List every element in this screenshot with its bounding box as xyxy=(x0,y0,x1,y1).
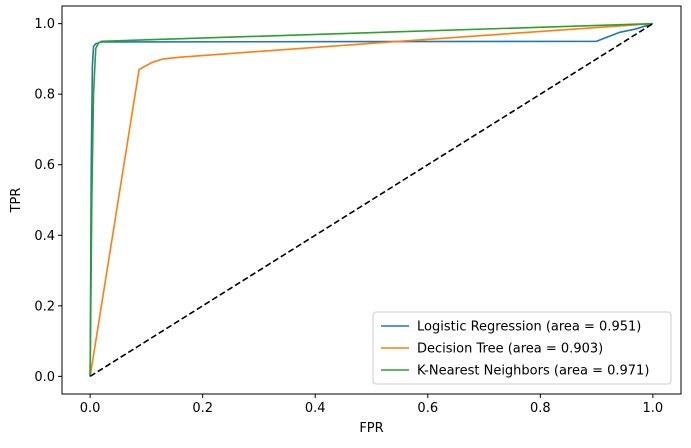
series-line-2 xyxy=(89,22,653,377)
legend-box xyxy=(372,311,672,385)
reference-diagonal-line xyxy=(89,22,654,378)
x-tick-label: 0.0 xyxy=(80,401,101,416)
y-axis-label: TPR xyxy=(9,188,24,214)
x-tick-label: 0.2 xyxy=(192,401,213,416)
y-tick-label: 0.4 xyxy=(34,229,55,244)
x-tick-label: 0.4 xyxy=(305,401,326,416)
x-axis-label: FPR xyxy=(359,421,383,436)
y-tick-label: 0.2 xyxy=(34,299,55,314)
x-tick-label: 0.6 xyxy=(417,401,438,416)
y-tick-label: 0.8 xyxy=(34,88,55,103)
y-tick-label: 0.6 xyxy=(34,158,55,173)
series-line-1 xyxy=(89,22,653,377)
x-axis-ticks: 0.0 0.2 0.4 0.6 0.8 1.0 xyxy=(80,394,663,416)
legend-entry: Logistic Regression (area = 0.951) xyxy=(417,320,641,335)
y-tick-label: 0.0 xyxy=(34,370,55,385)
axes-frame xyxy=(61,5,682,395)
y-tick-label: 1.0 xyxy=(34,17,55,32)
legend: Logistic Regression (area = 0.951) Decisi… xyxy=(372,311,672,385)
x-tick-label: 0.8 xyxy=(530,401,551,416)
plot-lines xyxy=(89,22,654,378)
legend-entry: Decision Tree (area = 0.903) xyxy=(417,342,603,357)
y-axis-ticks: 0.0 0.2 0.4 0.6 0.8 1.0 xyxy=(34,17,62,385)
x-tick-label: 1.0 xyxy=(643,401,664,416)
legend-entry: K-Nearest Neighbors (area = 0.971) xyxy=(417,364,649,379)
